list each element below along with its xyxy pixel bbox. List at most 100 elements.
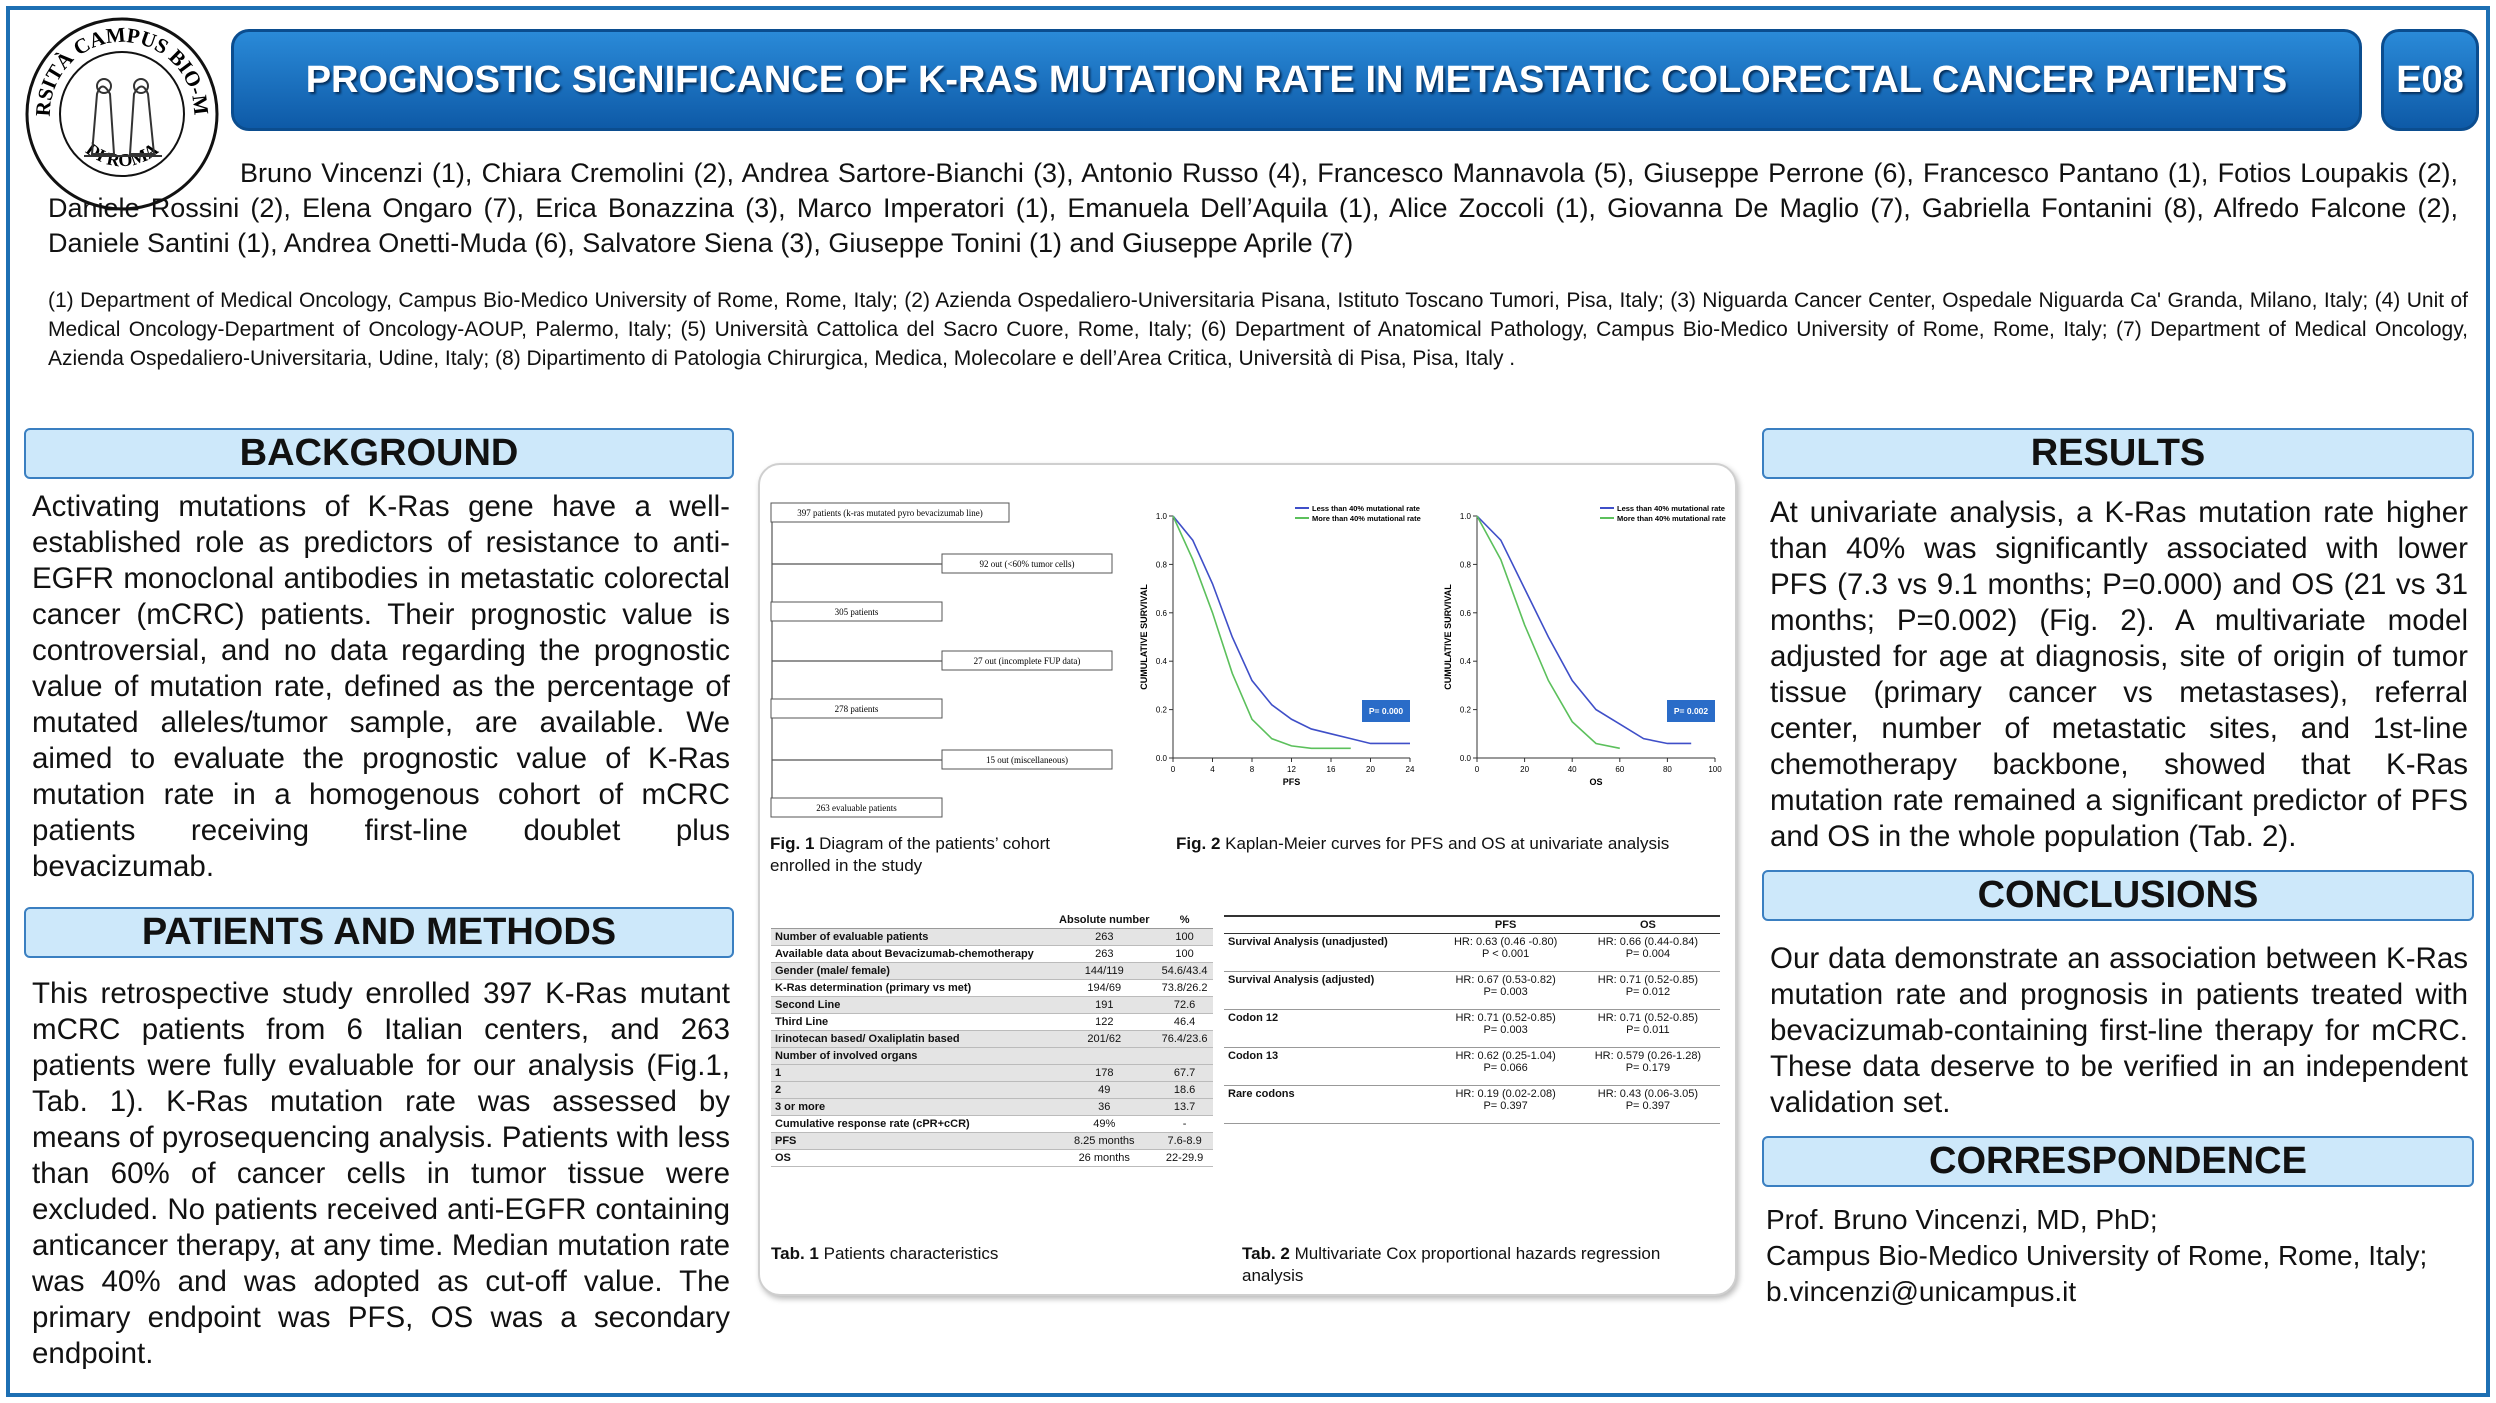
table-cell-line: P= 0.179 [1625, 1062, 1671, 1074]
table-cell: HR: 0.579 (0.26-1.28) P= 0.179 [1576, 1048, 1720, 1086]
table-row: 1 178 67.7 [771, 1064, 1213, 1082]
poster-title: PROGNOSTIC SIGNIFICANCE OF K-RAS MUTATIO… [231, 29, 2362, 131]
table-row: Second Line 191 72.6 [771, 996, 1213, 1014]
logo-figures [84, 78, 162, 157]
table-row: Number of involved organs [771, 1047, 1213, 1065]
table-cell: 73.8/26.2 [1161, 982, 1208, 994]
table-cell: 194/69 [1087, 982, 1122, 994]
table-row: Survival Analysis (adjusted) HR: 0.67 (0.… [1224, 972, 1720, 1010]
affiliations: (1) Department of Medical Oncology, Camp… [48, 289, 2468, 370]
table-cell: HR: 0.71 (0.52-0.85) P= 0.012 [1576, 972, 1720, 1010]
table-row: 2 49 18.6 [771, 1081, 1213, 1099]
figure-panel [758, 463, 1737, 1296]
table-cell: 46.4 [1173, 1016, 1196, 1028]
table-cell: Codon 13 [1228, 1050, 1279, 1062]
table-row: Survival Analysis (unadjusted) HR: 0.63 (… [1224, 934, 1720, 972]
correspondence-line: Prof. Bruno Vincenzi, MD, PhD; [1766, 1204, 2158, 1235]
table-row: Cumulative response rate (cPR+cCR) 49% - [771, 1115, 1213, 1133]
table-cell: Codon 12 [1228, 1012, 1279, 1024]
table-row: Codon 13 HR: 0.62 (0.25-1.04) P= 0.066 HR: … [1224, 1048, 1720, 1086]
table-cell: HR: 0.63 (0.46 -0.80) P < 0.001 [1435, 934, 1575, 972]
caption-label: Tab. 2 [1242, 1244, 1290, 1263]
table-row: Number of evaluable patients 263 100 [771, 928, 1213, 946]
table-cell: 49 [1098, 1084, 1111, 1096]
table-cell-line: HR: 0.63 (0.46 -0.80) [1453, 936, 1558, 948]
section-header: BACKGROUND [24, 428, 734, 479]
table-cell-line: HR: 0.67 (0.53-0.82) [1455, 974, 1556, 986]
caption-text: Kaplan-Meier curves for PFS and OS at un… [1225, 834, 1670, 853]
caption-label: Tab. 1 [771, 1244, 819, 1263]
figure-caption: Fig. 2 Kaplan-Meier curves for PFS and O… [1176, 833, 1736, 855]
table-cell: Irinotecan based/ Oxaliplatin based [775, 1033, 960, 1045]
table-cell: HR: 0.43 (0.06-3.05) P= 0.397 [1576, 1086, 1720, 1124]
table-cell: 1 [775, 1067, 782, 1079]
table-cell-line: HR: 0.43 (0.06-3.05) [1597, 1088, 1699, 1100]
table-cell: 72.6 [1173, 999, 1196, 1011]
table-cell: Survival Analysis (unadjusted) [1228, 936, 1388, 948]
table-cell-line: HR: 0.62 (0.25-1.04) [1455, 1050, 1556, 1062]
table-cell-line: HR: 0.71 (0.52-0.85) [1597, 974, 1699, 986]
caption-label: Fig. 2 [1176, 834, 1221, 853]
table-cell: 263 [1095, 948, 1114, 960]
table-cell-line: P= 0.011 [1626, 1024, 1670, 1036]
table-cell: 144/119 [1084, 965, 1124, 977]
table-cell: 18.6 [1173, 1084, 1196, 1096]
table-cell: 36 [1098, 1101, 1111, 1113]
table-header-cell: % [1179, 914, 1190, 926]
table-cell: 263 [1095, 931, 1114, 943]
section-header: CONCLUSIONS [1762, 870, 2474, 921]
correspondence-line: b.vincenzi@unicampus.it [1766, 1276, 2077, 1307]
table-row: K-Ras determination (primary vs met) 194/… [771, 979, 1213, 997]
table-cell: 13.7 [1173, 1101, 1196, 1113]
table-cell: HR: 0.19 (0.02-2.08) P= 0.397 [1435, 1086, 1575, 1124]
table-caption: Tab. 2 Multivariate Cox proportional haz… [1242, 1243, 1662, 1287]
section-header: RESULTS [1762, 428, 2474, 479]
table-cell: Third Line [775, 1016, 829, 1028]
figure-caption: Fig. 1 Diagram of the patients’ cohort e… [770, 833, 1100, 877]
table-cell: Second Line [775, 999, 841, 1011]
table-2: PFS OS Survival Analysis (unadjusted) HR: 0… [1224, 915, 1720, 1124]
table-cell-line: P= 0.003 [1483, 986, 1528, 998]
poster-frame [6, 6, 2490, 1397]
table-cell: HR: 0.66 (0.44-0.84) P= 0.004 [1576, 934, 1720, 972]
authors: Bruno Vincenzi (1), Chiara Cremolini (2)… [48, 158, 2458, 258]
table-cell-line: P < 0.001 [1482, 948, 1530, 960]
table-cell-line: P= 0.066 [1483, 1062, 1528, 1074]
table-row: Irinotecan based/ Oxaliplatin based 201/6… [771, 1030, 1213, 1048]
table-row: Third Line 122 46.4 [771, 1013, 1213, 1031]
table-cell: 7.6-8.9 [1167, 1135, 1202, 1147]
table-cell: Rare codons [1228, 1088, 1295, 1100]
correspondence-line: Campus Bio-Medico University of Rome, Ro… [1766, 1240, 2428, 1271]
table-header-cell: OS [1639, 919, 1656, 931]
section-header: PATIENTS AND METHODS [24, 907, 734, 958]
caption-text: Diagram of the patients’ cohort enrolled… [770, 834, 1051, 875]
table-cell: 22-29.9 [1165, 1152, 1204, 1164]
section-text: This retrospective study enrolled 397 K-… [32, 977, 730, 1370]
table-cell: 100 [1175, 931, 1194, 943]
table-cell: 122 [1095, 1016, 1114, 1028]
caption-text: Multivariate Cox proportional hazards re… [1242, 1244, 1661, 1285]
table-cell-line: HR: 0.579 (0.26-1.28) [1594, 1050, 1702, 1062]
table-cell-line: HR: 0.19 (0.02-2.08) [1455, 1088, 1556, 1100]
table-cell: 178 [1095, 1067, 1114, 1079]
table-cell: Number of evaluable patients [775, 931, 929, 943]
table-cell: Number of involved organs [775, 1050, 918, 1062]
section-text: Activating mutations of K-Ras gene have … [32, 490, 730, 883]
table-cell: HR: 0.71 (0.52-0.85) P= 0.011 [1576, 1010, 1720, 1048]
table-cell: Gender (male/ female) [775, 965, 890, 977]
table-cell: HR: 0.62 (0.25-1.04) P= 0.066 [1435, 1048, 1575, 1086]
logo: UNIVERSITÀ CAMPUS BIO-MEDICO DI ROMA [22, 14, 219, 211]
table-cell: OS [775, 1152, 791, 1164]
section-header: CORRESPONDENCE [1762, 1136, 2474, 1187]
table-cell: 26 months [1078, 1152, 1130, 1164]
table-cell-line: P= 0.012 [1625, 986, 1671, 998]
table-cell: 3 or more [775, 1101, 826, 1113]
section-text: Our data demonstrate an association betw… [1770, 942, 2468, 1119]
table-header-row: Absolute number% [771, 912, 1213, 929]
caption-text: Patients characteristics [823, 1244, 999, 1263]
table-cell-line: HR: 0.66 (0.44-0.84) [1597, 936, 1699, 948]
section-text: At univariate analysis, a K-Ras mutation… [1770, 496, 2468, 853]
caption-label: Fig. 1 [770, 834, 815, 853]
table-row: Codon 12 HR: 0.71 (0.52-0.85) P= 0.003 HR: … [1224, 1010, 1720, 1048]
